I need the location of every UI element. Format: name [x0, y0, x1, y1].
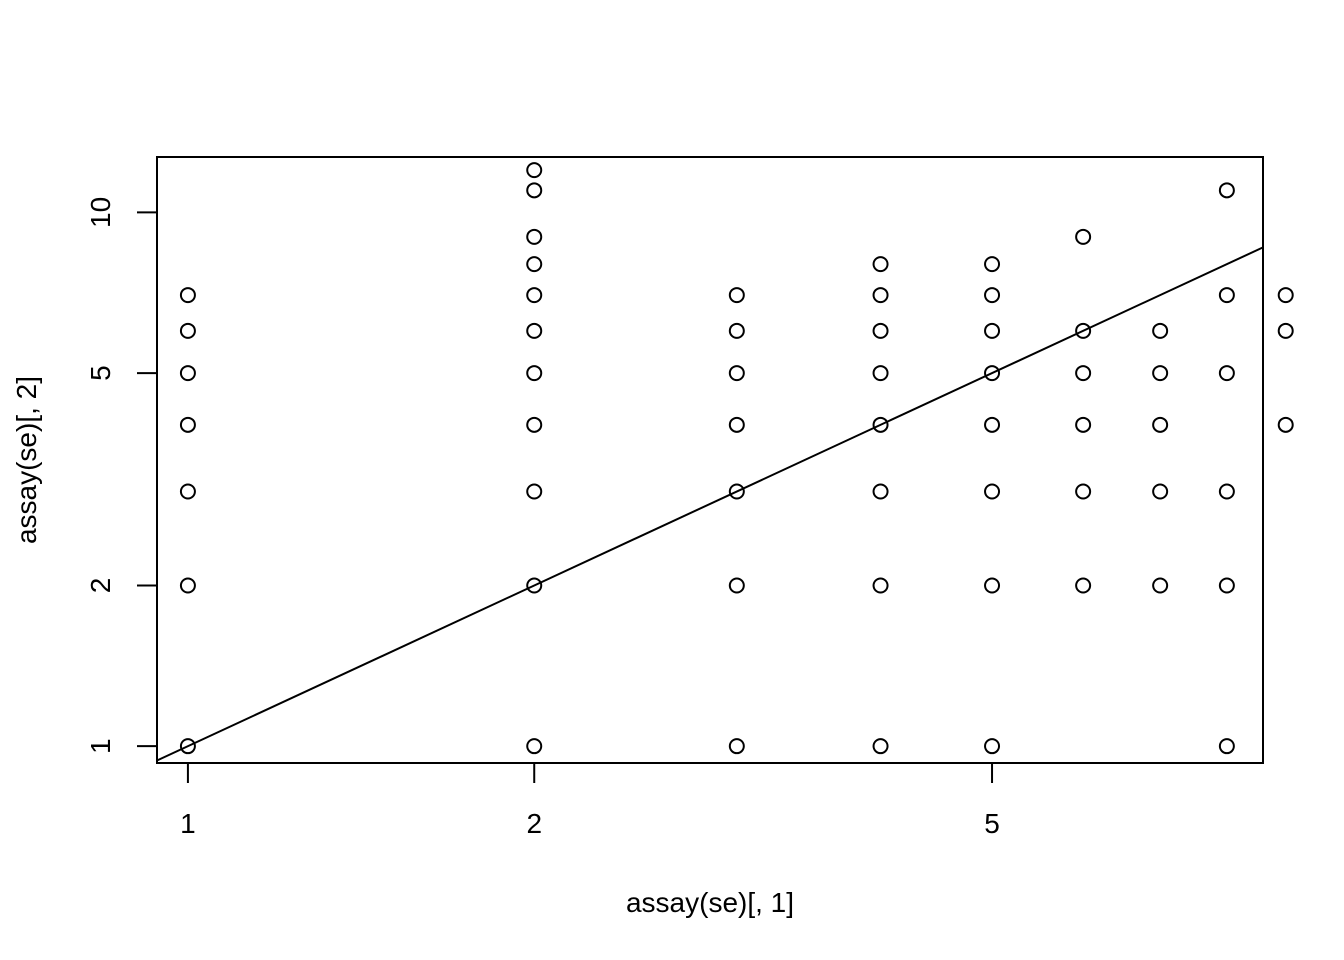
data-point — [526, 162, 543, 179]
data-point — [1152, 322, 1169, 339]
data-point — [1152, 365, 1169, 382]
data-point — [872, 416, 889, 433]
data-point — [179, 483, 196, 500]
data-point — [1277, 287, 1294, 304]
data-point — [1075, 322, 1092, 339]
y-axis-title: assay(se)[, 2] — [11, 376, 42, 544]
data-point — [1075, 365, 1092, 382]
data-point — [728, 322, 745, 339]
data-point — [872, 577, 889, 594]
x-axis: 1 2 5 — [180, 762, 1000, 839]
y-tick-label: 5 — [85, 365, 116, 381]
data-point — [526, 322, 543, 339]
data-point — [526, 577, 543, 594]
data-point — [984, 738, 1001, 755]
data-point — [1218, 182, 1235, 199]
data-point — [728, 738, 745, 755]
data-point — [526, 228, 543, 245]
data-point — [872, 483, 889, 500]
data-point — [984, 287, 1001, 304]
data-point — [179, 287, 196, 304]
y-tick-label: 10 — [85, 197, 116, 228]
data-point — [526, 287, 543, 304]
data-point — [526, 182, 543, 199]
data-point — [872, 365, 889, 382]
data-point — [984, 577, 1001, 594]
data-point — [1075, 416, 1092, 433]
data-point — [728, 416, 745, 433]
data-point — [1218, 365, 1235, 382]
x-tick-label: 1 — [180, 808, 196, 839]
data-point — [179, 416, 196, 433]
data-point — [526, 416, 543, 433]
data-point — [728, 483, 745, 500]
data-point — [1075, 483, 1092, 500]
data-point — [872, 738, 889, 755]
data-point — [1075, 228, 1092, 245]
data-point — [179, 365, 196, 382]
data-point — [179, 738, 196, 755]
data-point — [728, 287, 745, 304]
x-axis-title: assay(se)[, 1] — [626, 887, 794, 918]
y-tick-label: 2 — [85, 578, 116, 594]
data-point — [526, 738, 543, 755]
data-point — [1218, 483, 1235, 500]
x-tick-label: 2 — [526, 808, 542, 839]
data-point — [179, 577, 196, 594]
data-point — [1218, 287, 1235, 304]
data-point — [179, 322, 196, 339]
y-tick-label: 1 — [85, 738, 116, 754]
identity-line — [156, 246, 1264, 762]
data-point — [984, 483, 1001, 500]
data-point — [984, 416, 1001, 433]
data-point — [1277, 322, 1294, 339]
data-point — [984, 322, 1001, 339]
data-point — [1218, 577, 1235, 594]
data-point — [1277, 416, 1294, 433]
data-point — [1152, 577, 1169, 594]
data-point — [984, 365, 1001, 382]
data-point — [526, 365, 543, 382]
data-point — [1152, 483, 1169, 500]
data-point — [872, 322, 889, 339]
data-point — [526, 256, 543, 273]
y-axis: 1 2 5 10 — [85, 197, 158, 754]
data-point — [872, 287, 889, 304]
data-point — [1152, 416, 1169, 433]
data-point — [872, 256, 889, 273]
data-point — [728, 365, 745, 382]
data-point — [984, 256, 1001, 273]
x-tick-label: 5 — [984, 808, 1000, 839]
data-point — [1075, 577, 1092, 594]
data-point — [526, 483, 543, 500]
data-point — [1218, 738, 1235, 755]
data-point — [728, 577, 745, 594]
